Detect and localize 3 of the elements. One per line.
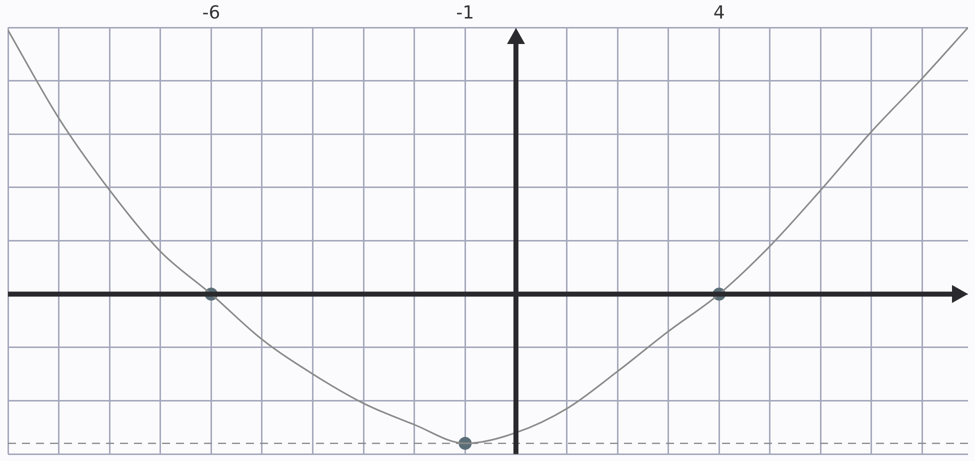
x-tick-label: -1 [456,2,474,24]
x-tick-label: -6 [202,2,220,24]
x-tick-label: 4 [713,2,725,24]
